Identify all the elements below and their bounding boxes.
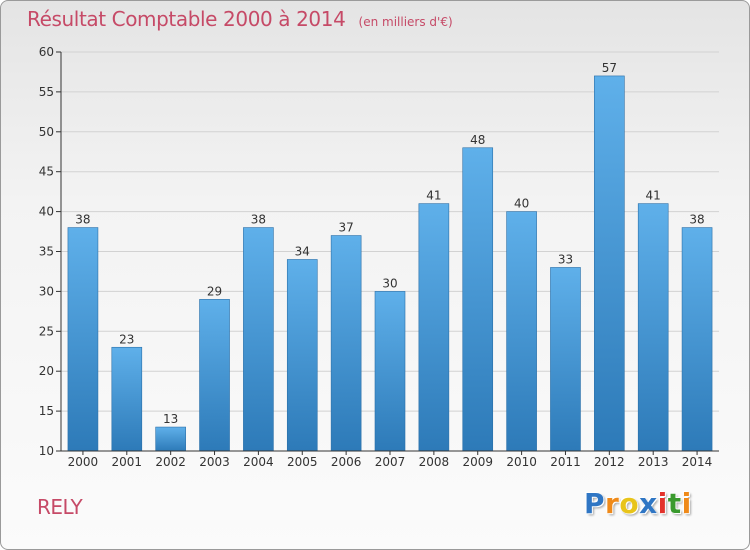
y-tick-label: 55 <box>39 85 54 99</box>
x-tick-label-2012: 2012 <box>594 455 625 469</box>
y-tick-label: 35 <box>39 245 54 259</box>
data-label-2010: 40 <box>514 197 529 211</box>
data-label-2013: 41 <box>646 189 661 203</box>
place-name: RELY <box>37 495 83 519</box>
bar-2014 <box>681 227 713 452</box>
x-tick-label-2013: 2013 <box>638 455 669 469</box>
data-label-2006: 37 <box>338 221 353 235</box>
x-tick-label-2011: 2011 <box>550 455 581 469</box>
proxiti-logo: Proxiti <box>584 487 692 520</box>
bar-2008 <box>418 203 450 452</box>
x-tick-label-2000: 2000 <box>68 455 99 469</box>
bar-2007 <box>374 291 406 452</box>
bar-2012 <box>594 75 625 452</box>
x-tick-label-2002: 2002 <box>155 455 186 469</box>
chart-title: Résultat Comptable 2000 à 2014 <box>27 7 346 31</box>
x-tick-label-2010: 2010 <box>506 455 537 469</box>
bar-2013 <box>637 203 669 452</box>
bar-2011 <box>550 267 581 452</box>
bar-2000 <box>67 227 99 452</box>
bar-2004 <box>243 227 274 452</box>
x-tick-label-2001: 2001 <box>112 455 143 469</box>
logo-letter: r <box>605 487 620 520</box>
x-tick-label-2003: 2003 <box>199 455 230 469</box>
logo-letter: i <box>681 487 692 520</box>
data-label-2004: 38 <box>251 213 266 227</box>
logo-letter: P <box>584 487 606 520</box>
bar-2005 <box>286 259 318 452</box>
logo-letter: i <box>657 487 668 520</box>
x-tick-label-2009: 2009 <box>462 455 493 469</box>
data-label-2007: 30 <box>382 276 397 290</box>
x-tick-label-2014: 2014 <box>682 455 713 469</box>
bar-2003 <box>199 299 230 452</box>
x-tick-label-2008: 2008 <box>419 455 450 469</box>
data-label-2012: 57 <box>602 61 617 75</box>
bar-2006 <box>330 235 362 452</box>
chart-header: Résultat Comptable 2000 à 2014 (en milli… <box>27 7 453 31</box>
bar-2001 <box>111 346 143 452</box>
x-tick-label-2005: 2005 <box>287 455 318 469</box>
data-label-2011: 33 <box>558 252 573 266</box>
data-label-2008: 41 <box>426 189 441 203</box>
data-label-2014: 38 <box>689 213 704 227</box>
data-label-2000: 38 <box>75 213 90 227</box>
y-tick-label: 45 <box>39 165 54 179</box>
bar-2009 <box>462 147 494 452</box>
data-label-2005: 34 <box>295 244 310 258</box>
x-tick-label-2007: 2007 <box>375 455 406 469</box>
logo-letter: x <box>639 487 658 520</box>
y-tick-label: 30 <box>39 284 54 298</box>
y-tick-label: 40 <box>39 205 54 219</box>
x-tick-label-2006: 2006 <box>331 455 362 469</box>
data-label-2003: 29 <box>207 284 222 298</box>
bar-2010 <box>506 211 537 452</box>
y-tick-label: 10 <box>39 444 54 458</box>
y-tick-label: 20 <box>39 364 54 378</box>
chart-subtitle: (en milliers d'€) <box>358 15 453 29</box>
data-label-2001: 23 <box>119 332 134 346</box>
y-tick-label: 25 <box>39 324 54 338</box>
y-tick-label: 15 <box>39 404 54 418</box>
y-tick-label: 60 <box>39 45 54 59</box>
data-label-2002: 13 <box>163 412 178 426</box>
y-tick-label: 50 <box>39 125 54 139</box>
logo-letter: t <box>667 487 682 520</box>
data-label-2009: 48 <box>470 133 485 147</box>
bar-2002 <box>155 426 186 452</box>
x-tick-label-2004: 2004 <box>243 455 274 469</box>
logo-letter: o <box>619 487 640 520</box>
